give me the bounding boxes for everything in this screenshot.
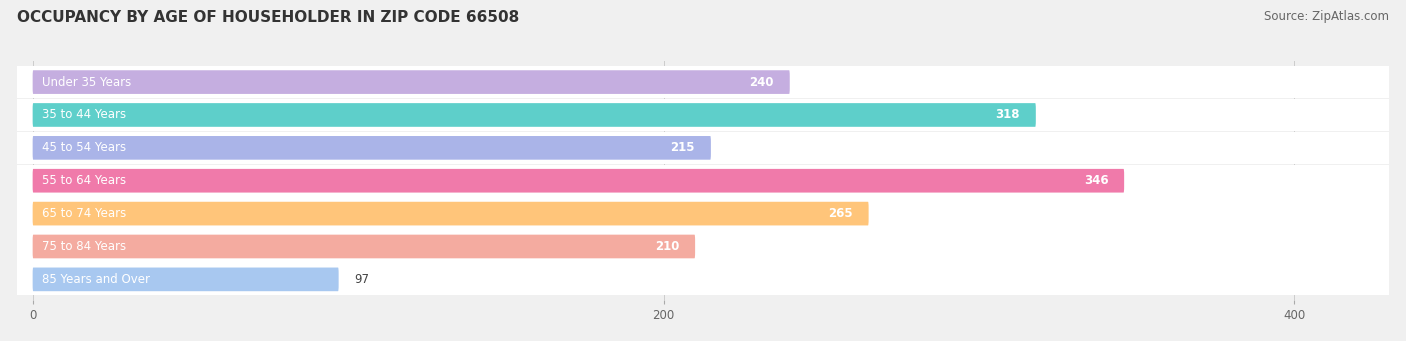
Text: 318: 318 [995, 108, 1019, 121]
Text: Under 35 Years: Under 35 Years [42, 76, 131, 89]
Text: 210: 210 [655, 240, 679, 253]
FancyBboxPatch shape [32, 136, 711, 160]
FancyBboxPatch shape [32, 70, 790, 94]
FancyBboxPatch shape [17, 66, 1389, 98]
Text: 97: 97 [354, 273, 370, 286]
FancyBboxPatch shape [17, 197, 1389, 230]
FancyBboxPatch shape [17, 99, 1389, 131]
Text: Source: ZipAtlas.com: Source: ZipAtlas.com [1264, 10, 1389, 23]
Text: 85 Years and Over: 85 Years and Over [42, 273, 150, 286]
FancyBboxPatch shape [17, 263, 1389, 296]
Text: OCCUPANCY BY AGE OF HOUSEHOLDER IN ZIP CODE 66508: OCCUPANCY BY AGE OF HOUSEHOLDER IN ZIP C… [17, 10, 519, 25]
FancyBboxPatch shape [17, 132, 1389, 164]
FancyBboxPatch shape [32, 202, 869, 225]
FancyBboxPatch shape [32, 268, 339, 291]
Text: 346: 346 [1084, 174, 1108, 187]
FancyBboxPatch shape [32, 169, 1125, 193]
Text: 265: 265 [828, 207, 853, 220]
FancyBboxPatch shape [32, 235, 695, 258]
FancyBboxPatch shape [17, 231, 1389, 263]
FancyBboxPatch shape [17, 165, 1389, 197]
Text: 45 to 54 Years: 45 to 54 Years [42, 142, 127, 154]
Text: 55 to 64 Years: 55 to 64 Years [42, 174, 127, 187]
Text: 35 to 44 Years: 35 to 44 Years [42, 108, 127, 121]
Text: 65 to 74 Years: 65 to 74 Years [42, 207, 127, 220]
Text: 240: 240 [749, 76, 773, 89]
Text: 75 to 84 Years: 75 to 84 Years [42, 240, 127, 253]
FancyBboxPatch shape [32, 103, 1036, 127]
Text: 215: 215 [671, 142, 695, 154]
